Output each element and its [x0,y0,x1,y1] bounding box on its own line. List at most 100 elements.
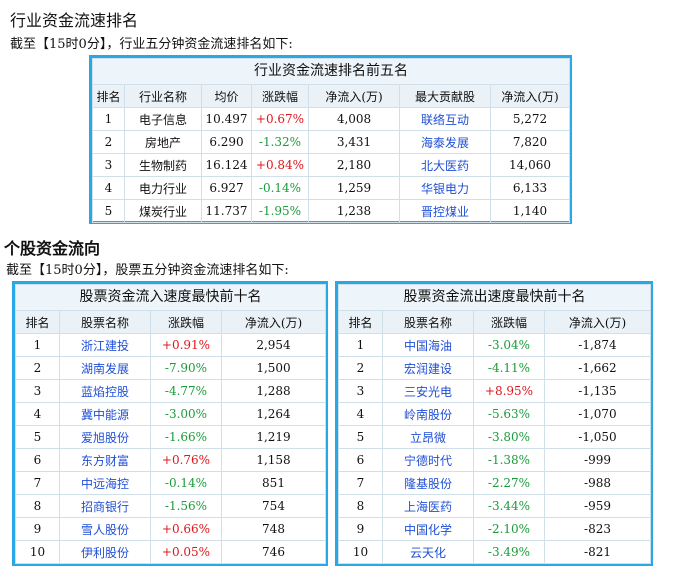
top-stock-link[interactable]: 海泰发展 [399,130,491,154]
change-cell: -7.90% [150,356,222,380]
net-inflow-cell: 1,238 [308,199,400,223]
stock-name-link[interactable]: 中国化学 [382,517,474,541]
column-header: 涨跌幅 [150,310,222,334]
rank-cell: 7 [15,471,60,495]
stock-name-link[interactable]: 云天化 [382,540,474,564]
stock-name-link[interactable]: 隆基股份 [382,471,474,495]
net-inflow-cell: 748 [221,517,326,541]
net-inflow-cell: -959 [544,494,651,518]
stock-name-link[interactable]: 伊利股份 [59,540,151,564]
industry-name-cell: 电力行业 [124,176,202,200]
change-cell: -3.00% [150,402,222,426]
rank-cell: 4 [15,402,60,426]
change-cell: -4.11% [473,356,545,380]
stock-name-link[interactable]: 爱旭股份 [59,425,151,449]
column-header: 行业名称 [124,84,202,108]
avg-price-cell: 16.124 [201,153,252,177]
column-header: 净流入(万) [544,310,651,334]
stock-name-link[interactable]: 立昂微 [382,425,474,449]
rank-cell: 1 [338,333,383,357]
stocks-intro: 截至【15时0分】，股票五分钟资金流速排名如下: [6,263,289,278]
industry-table-title: 行业资金流速排名前五名 [92,58,570,84]
table-row: 4 岭南股份 -5.63% -1,070 [338,402,651,426]
rank-cell: 2 [15,356,60,380]
rank-cell: 5 [92,199,125,223]
top-stock-link[interactable]: 联络互动 [399,107,491,131]
rank-cell: 10 [15,540,60,564]
table-header-row: 排名 股票名称 涨跌幅 净流入(万) [338,310,651,334]
top-stock-link[interactable]: 北大医药 [399,153,491,177]
net-inflow-cell: 2,180 [308,153,400,177]
industry-name-cell: 生物制药 [124,153,202,177]
column-header: 排名 [15,310,60,334]
stock-name-link[interactable]: 湖南发展 [59,356,151,380]
inflow-table-title: 股票资金流入速度最快前十名 [15,284,326,310]
avg-price-cell: 6.927 [201,176,252,200]
table-row: 7 中远海控 -0.14% 851 [15,471,326,495]
net-inflow-cell: 746 [221,540,326,564]
column-header: 排名 [92,84,125,108]
table-row: 1 电子信息 10.497 +0.67% 4,008 联络互动 5,272 [92,107,570,131]
net-inflow-cell: -1,070 [544,402,651,426]
column-header: 排名 [338,310,383,334]
avg-price-cell: 11.737 [201,199,252,223]
net-inflow-cell: 851 [221,471,326,495]
change-cell: -5.63% [473,402,545,426]
net-inflow-cell: 1,500 [221,356,326,380]
net-inflow-cell: 1,264 [221,402,326,426]
table-row: 6 东方财富 +0.76% 1,158 [15,448,326,472]
outflow-table: 股票资金流出速度最快前十名 排名 股票名称 涨跌幅 净流入(万) 1 中国海油 -3.04… [338,284,651,564]
stock-name-link[interactable]: 中国海油 [382,333,474,357]
stock-name-link[interactable]: 东方财富 [59,448,151,472]
change-cell: -1.95% [251,199,309,223]
column-header: 净流入(万) [221,310,326,334]
net-inflow-cell: -988 [544,471,651,495]
net-inflow-cell: -999 [544,448,651,472]
change-cell: -1.56% [150,494,222,518]
net-inflow-cell: -821 [544,540,651,564]
table-row: 3 三安光电 +8.95% -1,135 [338,379,651,403]
net-inflow-cell: 1,219 [221,425,326,449]
stocks-heading: 个股资金流向 [4,239,101,258]
rank-cell: 8 [338,494,383,518]
rank-cell: 2 [338,356,383,380]
change-cell: +8.95% [473,379,545,403]
table-row: 8 上海医药 -3.44% -959 [338,494,651,518]
table-row: 1 中国海油 -3.04% -1,874 [338,333,651,357]
avg-price-cell: 10.497 [201,107,252,131]
table-header-row: 排名 股票名称 涨跌幅 净流入(万) [15,310,326,334]
stock-name-link[interactable]: 宁德时代 [382,448,474,472]
stock-name-link[interactable]: 浙江建投 [59,333,151,357]
stock-name-link[interactable]: 雪人股份 [59,517,151,541]
top-stock-link[interactable]: 晋控煤业 [399,199,491,223]
column-header: 涨跌幅 [251,84,309,108]
stock-name-link[interactable]: 岭南股份 [382,402,474,426]
stock-name-link[interactable]: 蓝焰控股 [59,379,151,403]
table-row: 4 冀中能源 -3.00% 1,264 [15,402,326,426]
stock-name-link[interactable]: 宏润建设 [382,356,474,380]
table-row: 5 立昂微 -3.80% -1,050 [338,425,651,449]
net-inflow-cell: -823 [544,517,651,541]
table-row: 8 招商银行 -1.56% 754 [15,494,326,518]
rank-cell: 9 [15,517,60,541]
rank-cell: 1 [92,107,125,131]
stock-name-link[interactable]: 三安光电 [382,379,474,403]
rank-cell: 6 [338,448,383,472]
table-row: 10 伊利股份 +0.05% 746 [15,540,326,564]
outflow-table-title: 股票资金流出速度最快前十名 [338,284,651,310]
stock-name-link[interactable]: 招商银行 [59,494,151,518]
table-row: 5 煤炭行业 11.737 -1.95% 1,238 晋控煤业 1,140 [92,199,570,223]
top-stock-link[interactable]: 华银电力 [399,176,491,200]
avg-price-cell: 6.290 [201,130,252,154]
net-inflow-cell: -1,662 [544,356,651,380]
change-cell: -1.38% [473,448,545,472]
change-cell: -0.14% [150,471,222,495]
net-inflow-cell: -1,050 [544,425,651,449]
rank-cell: 4 [92,176,125,200]
stock-name-link[interactable]: 冀中能源 [59,402,151,426]
stock-name-link[interactable]: 上海医药 [382,494,474,518]
table-row: 7 隆基股份 -2.27% -988 [338,471,651,495]
table-row: 9 雪人股份 +0.66% 748 [15,517,326,541]
stock-name-link[interactable]: 中远海控 [59,471,151,495]
change-cell: +0.84% [251,153,309,177]
